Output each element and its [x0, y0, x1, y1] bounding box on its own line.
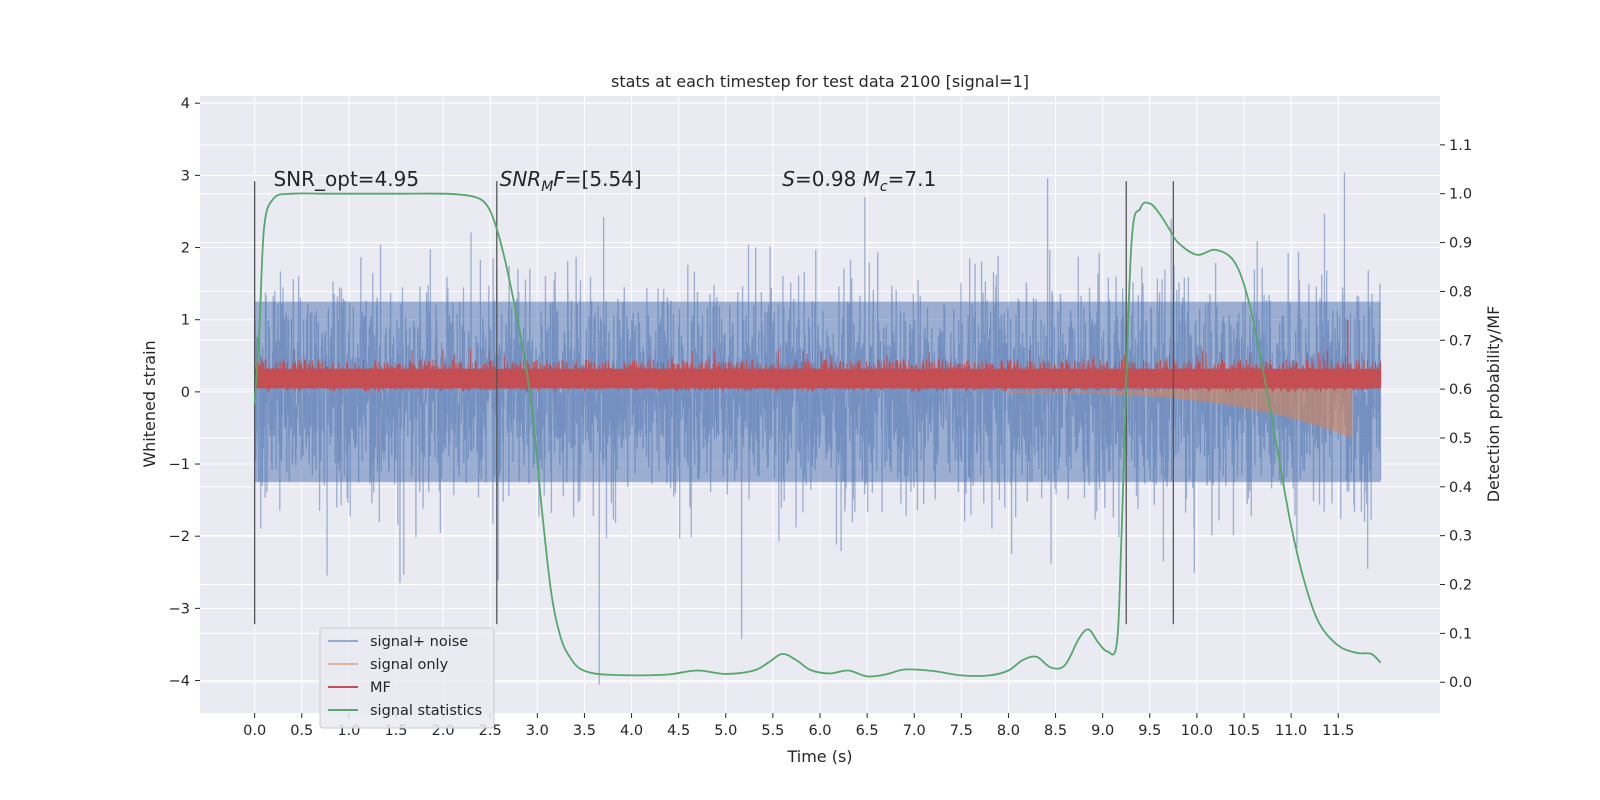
y2-tick-label: 0.2: [1449, 578, 1472, 594]
chart-title: stats at each timestep for test data 210…: [611, 72, 1029, 91]
x-tick-label: 4.0: [620, 723, 643, 739]
annotation-snr-mf: SNRMF=[5.54]: [500, 167, 642, 195]
y2-tick-label: 0.0: [1449, 675, 1472, 691]
x-tick-label: 11.0: [1275, 723, 1307, 739]
y2-tick-label: 0.4: [1449, 480, 1472, 496]
mf-trace: [254, 348, 1382, 392]
x-tick-label: 8.0: [997, 723, 1020, 739]
y2-tick-label: 1.1: [1449, 138, 1472, 154]
x-tick-label: 3.5: [573, 723, 596, 739]
y-tick-label: 1: [181, 313, 190, 329]
y2-tick-label: 0.5: [1449, 431, 1472, 447]
x-tick-label: 10.0: [1181, 723, 1213, 739]
x-tick-label: 8.5: [1044, 723, 1067, 739]
x-tick-label: 3.0: [526, 723, 549, 739]
y-tick-label: 2: [181, 241, 190, 257]
x-tick-label: 5.5: [761, 723, 784, 739]
y-tick-label: −1: [169, 457, 190, 473]
legend-label-signal: signal only: [370, 657, 449, 673]
y2-axis-label: Detection probability/MF: [1484, 306, 1503, 503]
y2-tick-label: 0.7: [1449, 333, 1472, 349]
y2-tick-label: 0.9: [1449, 236, 1472, 252]
legend-frame: [319, 627, 495, 729]
x-axis-label: Time (s): [786, 747, 852, 766]
y-tick-label: 4: [181, 96, 190, 112]
y2-tick-label: 1.0: [1449, 187, 1472, 203]
x-tick-label: 9.0: [1091, 723, 1114, 739]
series-signal-statistics: [253, 192, 1382, 678]
legend-label-noise: signal+ noise: [370, 634, 468, 650]
y-tick-label: −4: [169, 674, 190, 690]
series-mf: [254, 319, 1382, 392]
y2-tick-label: 0.8: [1449, 284, 1472, 300]
x-tick-label: 9.5: [1138, 723, 1161, 739]
noise-trace: [254, 172, 1382, 685]
annotation-snr-opt: SNR_opt=4.95: [273, 167, 419, 191]
y-tick-label: −2: [169, 529, 190, 545]
x-tick-label: 6.0: [808, 723, 831, 739]
y-tick-label: 3: [181, 168, 190, 184]
x-tick-label: 0.5: [290, 723, 313, 739]
annotation-s-mc: S=0.98 Mc=7.1: [782, 167, 936, 195]
x-tick-label: 4.5: [667, 723, 690, 739]
annotations: SNR_opt=4.95 SNRMF=[5.54] S=0.98 Mc=7.1: [273, 167, 936, 195]
y2-tick-label: 0.1: [1449, 626, 1472, 642]
legend: signal+ noise signal only MF signal stat…: [319, 627, 495, 729]
y2-tick-label: 0.6: [1449, 382, 1472, 398]
x-tick-label: 11.5: [1322, 723, 1354, 739]
y-axis-ticks: 4 3 2 1 0 −1 −2 −3 −4: [169, 96, 200, 690]
signal-statistics-line: [253, 192, 1382, 678]
x-tick-label: 5.0: [714, 723, 737, 739]
y2-axis-ticks: 1.1 1.0 0.9 0.8 0.7 0.6 0.5 0.4 0.3 0.2 0.1 0.0: [1440, 138, 1472, 691]
y-tick-label: 0: [181, 385, 190, 401]
x-tick-label: 0.0: [243, 723, 266, 739]
legend-label-stat: signal statistics: [370, 703, 482, 719]
y2-tick-label: 0.3: [1449, 529, 1472, 545]
y-tick-label: −3: [169, 601, 190, 617]
x-tick-label: 7.0: [903, 723, 926, 739]
x-tick-label: 6.5: [856, 723, 879, 739]
x-tick-label: 10.5: [1228, 723, 1260, 739]
x-tick-label: 7.5: [950, 723, 973, 739]
y-axis-label: Whitened strain: [140, 340, 159, 467]
legend-label-mf: MF: [370, 680, 391, 696]
